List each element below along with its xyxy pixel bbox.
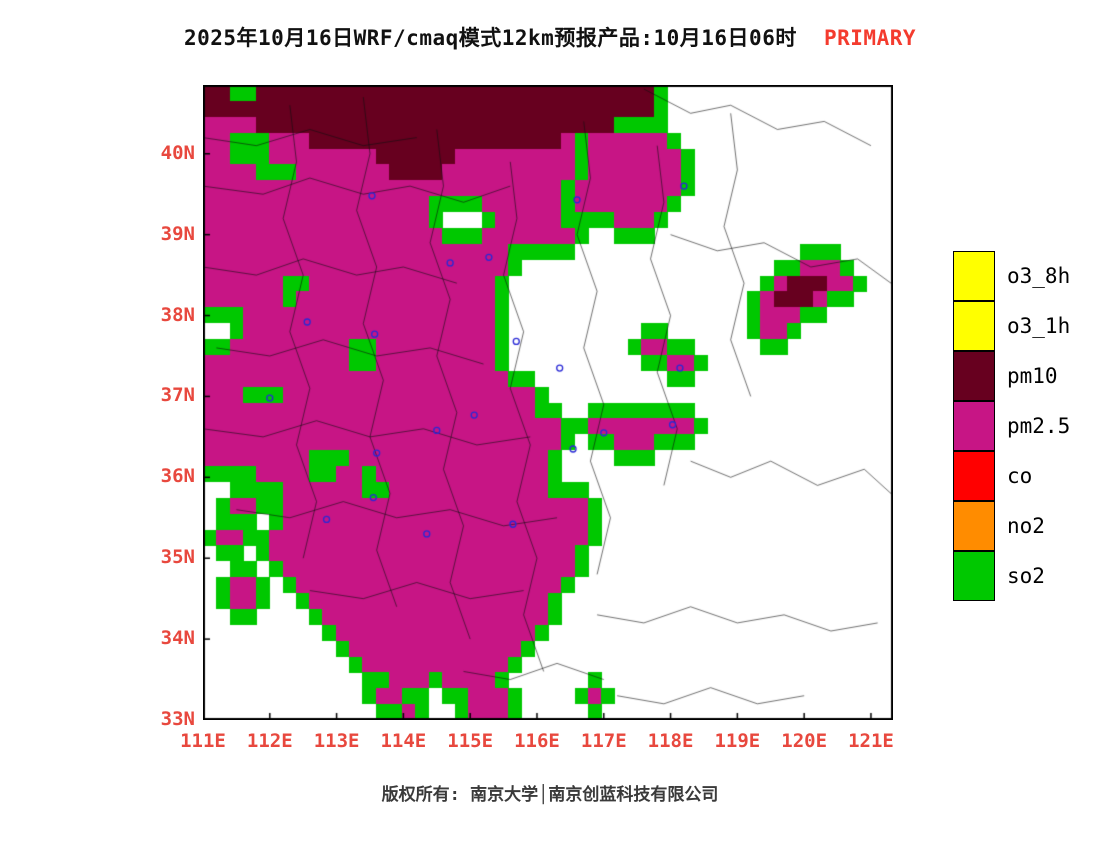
lat-tick-label: 37N: [160, 384, 195, 407]
legend-swatch-so2: [953, 551, 995, 601]
forecast-map-canvas: [203, 85, 893, 720]
forecast-title-text: 2025年10月16日WRF/cmaq模式12km预报产品:10月16日06时: [183, 26, 797, 50]
legend-swatch-o3_1h: [953, 301, 995, 351]
page-title: 2025年10月16日WRF/cmaq模式12km预报产品:10月16日06时 …: [0, 22, 1100, 52]
lat-tick-label: 40N: [160, 141, 195, 164]
lon-tick-label: 115E: [447, 730, 494, 752]
copyright-footer: 版权所有: 南京大学│南京创蓝科技有限公司: [381, 785, 719, 805]
legend-item-co: co: [953, 451, 1100, 501]
lon-tick-label: 114E: [380, 730, 427, 752]
legend-swatch-no2: [953, 501, 995, 551]
lat-tick-label: 36N: [160, 465, 195, 488]
lat-tick-label: 35N: [160, 546, 195, 569]
legend-label: so2: [1007, 564, 1045, 588]
lon-tick-label: 111E: [180, 730, 226, 752]
lon-tick-label: 118E: [647, 730, 694, 752]
legend-item-pm25: pm2.5: [953, 401, 1100, 451]
legend-label: pm10: [1007, 364, 1058, 388]
legend-item-o3_1h: o3_1h: [953, 301, 1100, 351]
legend-label: pm2.5: [1007, 414, 1071, 438]
legend-swatch-o3_8h: [953, 251, 995, 301]
legend-label: co: [1007, 464, 1033, 488]
legend-label: o3_1h: [1007, 314, 1071, 338]
legend-label: no2: [1007, 514, 1045, 538]
primary-pollutant-label: PRIMARY: [824, 26, 917, 50]
lat-tick-label: 38N: [160, 303, 195, 326]
legend-item-so2: so2: [953, 551, 1100, 601]
lat-tick-label: 39N: [160, 222, 195, 245]
lat-tick-label: 33N: [160, 708, 195, 730]
lon-tick-label: 119E: [714, 730, 761, 752]
legend-swatch-pm25: [953, 401, 995, 451]
lon-tick-label: 120E: [781, 730, 828, 752]
legend-swatch-co: [953, 451, 995, 501]
lon-tick-label: 112E: [246, 730, 293, 752]
legend-swatch-pm10: [953, 351, 995, 401]
legend-label: o3_8h: [1007, 264, 1071, 288]
lon-tick-label: 121E: [848, 730, 894, 752]
lon-tick-label: 117E: [580, 730, 627, 752]
legend-item-o3_8h: o3_8h: [953, 251, 1100, 301]
lon-tick-label: 116E: [514, 730, 560, 752]
legend-item-pm10: pm10: [953, 351, 1100, 401]
pollutant-legend: o3_8h o3_1h pm10 pm2.5 co no2 so2: [953, 251, 1100, 601]
lat-tick-label: 34N: [160, 627, 195, 650]
legend-item-no2: no2: [953, 501, 1100, 551]
lon-tick-label: 113E: [313, 730, 360, 752]
